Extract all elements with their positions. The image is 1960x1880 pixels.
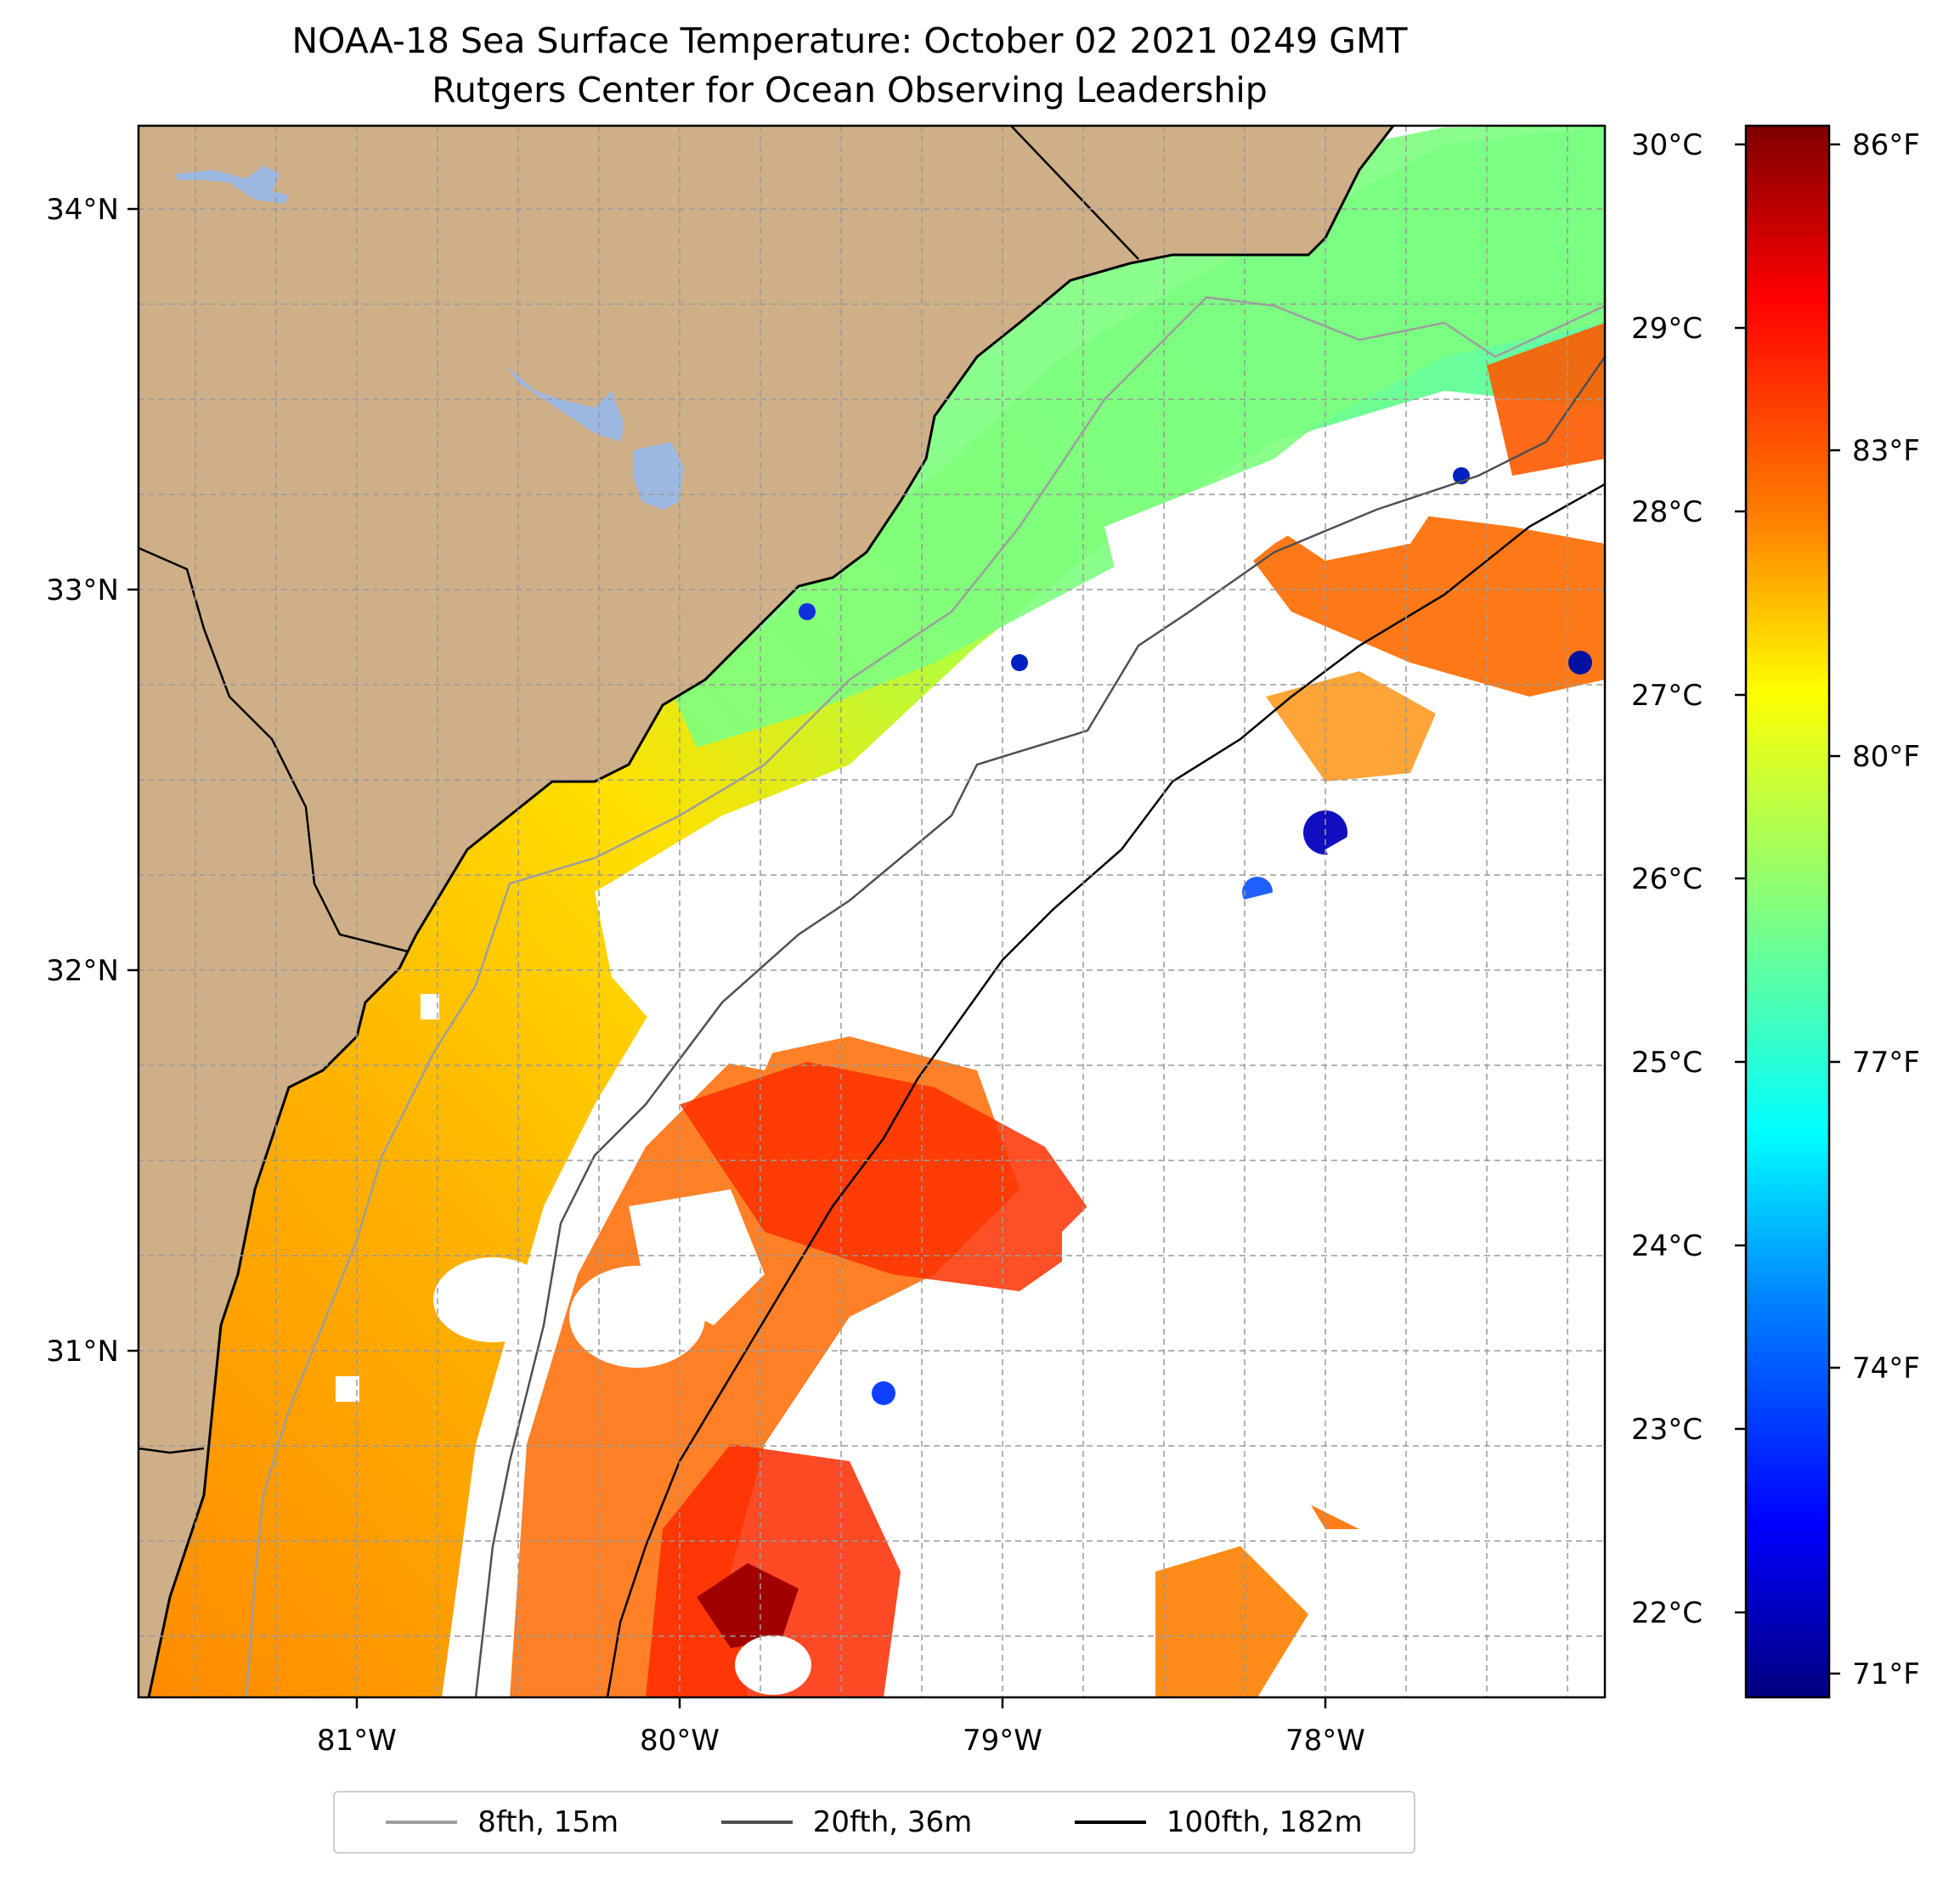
lat-label-32: 32°N (46, 954, 119, 988)
celsius-label-25: 25°C (1631, 1046, 1703, 1080)
legend-label-15m: 8fth, 15m (477, 1805, 619, 1839)
legend-item-15m: 8fth, 15m (386, 1805, 619, 1839)
isobath-15m (245, 296, 1605, 1697)
chart-subtitle: Rutgers Center for Ocean Observing Leade… (432, 70, 1268, 110)
lat-ticks (127, 207, 138, 1352)
state-border-nc-sc (1010, 126, 1139, 260)
cloud-patches (336, 442, 1605, 1697)
legend-item-36m: 20fth, 36m (720, 1805, 973, 1839)
celsius-ticks (1735, 143, 1746, 1614)
lon-label-78: 78°W (1285, 1724, 1365, 1758)
legend-swatch-15m (386, 1821, 458, 1824)
lon-label-79: 79°W (963, 1724, 1042, 1758)
coastline (147, 126, 1395, 1697)
lat-label-33: 33°N (46, 573, 119, 607)
fahrenheit-label-77: 77°F (1852, 1046, 1920, 1080)
lat-label-34: 34°N (46, 193, 119, 227)
celsius-label-28: 28°C (1631, 495, 1703, 529)
chart-title: NOAA-18 Sea Surface Temperature: October… (291, 20, 1408, 61)
fahrenheit-label-71: 71°F (1852, 1657, 1920, 1691)
fahrenheit-label-86: 86°F (1852, 128, 1920, 162)
legend-swatch-182m (1074, 1821, 1146, 1824)
lat-label-31: 31°N (46, 1335, 119, 1369)
fahrenheit-ticks (1829, 143, 1840, 1675)
map-panel (138, 126, 1605, 1697)
lake-north (174, 166, 289, 204)
lon-label-80: 80°W (640, 1724, 720, 1758)
legend-label-182m: 100fth, 182m (1166, 1805, 1363, 1839)
fahrenheit-label-74: 74°F (1852, 1352, 1920, 1386)
celsius-label-26: 26°C (1631, 862, 1703, 896)
legend-item-182m: 100fth, 182m (1074, 1805, 1363, 1839)
isobath-legend: 8fth, 15m 20fth, 36m 100fth, 182m (333, 1791, 1415, 1854)
legend-swatch-36m (720, 1821, 793, 1824)
lake-moultrie (633, 442, 684, 510)
celsius-label-29: 29°C (1631, 312, 1703, 346)
isobath-36m (474, 356, 1605, 1697)
lake-marion (506, 365, 624, 442)
lon-ticks (355, 1697, 1327, 1708)
fahrenheit-label-80: 80°F (1852, 740, 1920, 774)
legend-label-36m: 20fth, 36m (812, 1805, 973, 1839)
lon-label-81: 81°W (317, 1724, 397, 1758)
fahrenheit-label-83: 83°F (1852, 434, 1920, 468)
celsius-label-30: 30°C (1631, 128, 1703, 162)
state-border-ga (138, 1447, 205, 1454)
colorbar (1744, 124, 1831, 1699)
gridlines (138, 126, 1605, 1697)
land-area (138, 126, 1393, 1697)
celsius-label-27: 27°C (1631, 679, 1703, 713)
celsius-label-24: 24°C (1631, 1229, 1703, 1263)
isobath-182m (606, 483, 1605, 1697)
map-frame (137, 124, 1607, 1699)
celsius-label-22: 22°C (1631, 1596, 1703, 1630)
celsius-label-23: 23°C (1631, 1413, 1703, 1447)
